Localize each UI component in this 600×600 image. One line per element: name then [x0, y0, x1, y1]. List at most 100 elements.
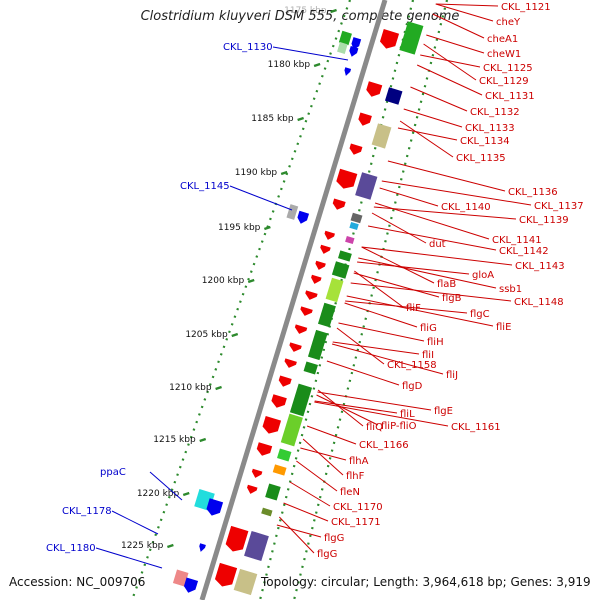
gene-block-shape: [261, 507, 273, 517]
right-leader-line: [314, 401, 449, 427]
right-leader-line: [426, 34, 485, 54]
ruler-label: 1185 kbp: [251, 114, 294, 124]
gene-colored: [338, 250, 352, 262]
left-gene-label: ppaC: [100, 467, 126, 478]
gene-colored: [277, 448, 292, 462]
right-gene-label: CKL_1133: [465, 123, 515, 134]
gene-arrow-shape: [256, 442, 273, 456]
gene-block-shape: [345, 235, 355, 245]
gene-block-shape: [337, 42, 348, 54]
gene-arrow-shape: [247, 484, 258, 494]
right-leader-line: [350, 282, 512, 302]
gene-red: [289, 342, 302, 352]
gene-red: [225, 525, 249, 552]
gene-red: [284, 358, 297, 368]
left-leader-line: [111, 510, 159, 535]
right-gene-label: flhA: [349, 456, 369, 467]
gene-block-shape: [331, 261, 350, 279]
gene-block-shape: [277, 448, 292, 462]
ruler-major-tick: [297, 116, 305, 122]
gene-left-arrow: [206, 498, 224, 516]
gene-colored: [355, 172, 378, 200]
gene-arrow-shape: [300, 306, 313, 316]
gene-left-block: [337, 42, 348, 54]
right-leader-line: [403, 108, 463, 128]
gene-colored: [289, 383, 313, 417]
right-leader-line: [316, 394, 379, 426]
gene-left-arrow: [183, 577, 199, 593]
right-gene-label: CKL_1166: [359, 440, 409, 451]
gene-arrow-shape: [351, 37, 362, 50]
gene-red: [332, 198, 346, 210]
left-leader-line: [272, 46, 349, 61]
right-gene-label: CKL_1125: [483, 63, 533, 74]
gene-block-shape: [371, 123, 392, 149]
right-leader-line: [332, 341, 420, 355]
right-gene-label: fliQ: [366, 422, 383, 433]
gene-red: [256, 442, 273, 456]
gene-red: [278, 375, 292, 387]
ruler-label: 1180 kbp: [268, 60, 311, 70]
right-leader-line: [361, 246, 435, 284]
gene-block-shape: [272, 464, 287, 476]
gene-arrow-shape: [294, 324, 308, 334]
ruler-label: 1220 kbp: [137, 489, 180, 499]
gene-block-shape: [317, 302, 336, 328]
gene-arrow-shape: [320, 244, 331, 254]
right-gene-label: fliF: [406, 303, 421, 314]
left-leader-line: [95, 547, 163, 569]
ruler-label: 1195 kbp: [218, 223, 261, 233]
gene-red: [262, 416, 282, 434]
gene-block-shape: [307, 329, 328, 361]
gene-colored: [280, 413, 303, 447]
gene-red: [305, 290, 318, 300]
gene-arrow-shape: [262, 416, 282, 434]
right-gene-label: CKL_1171: [331, 517, 381, 528]
right-leader-line: [410, 86, 468, 112]
gene-block-shape: [233, 568, 258, 596]
accession-text: Accession: NC_009706: [9, 575, 146, 589]
gene-red: [320, 244, 331, 254]
right-leader-line: [379, 187, 439, 207]
right-leader-line: [358, 257, 497, 289]
gene-red: [271, 394, 287, 408]
gene-arrow-shape: [311, 274, 322, 284]
gene-left-block: [338, 30, 352, 46]
right-gene-label: flgB: [442, 293, 462, 304]
gene-arrow-shape: [349, 143, 363, 155]
gene-left-arrow: [349, 46, 359, 57]
gene-colored: [272, 464, 287, 476]
right-leader-line: [353, 272, 440, 298]
gene-arrow-shape: [315, 260, 326, 270]
ruler-major-tick: [313, 62, 321, 68]
gene-arrow-shape: [332, 198, 346, 210]
gene-colored: [371, 123, 392, 149]
gene-red: [349, 143, 363, 155]
gene-block-shape: [286, 204, 299, 220]
right-leader-line: [423, 43, 477, 81]
right-gene-label: CKL_1161: [451, 422, 501, 433]
ruler-major-tick: [263, 225, 271, 231]
gene-colored: [233, 568, 258, 596]
right-leader-line: [357, 261, 470, 275]
gene-left-arrow: [344, 67, 352, 76]
right-gene-label: CKL_1137: [534, 201, 584, 212]
gene-colored: [331, 261, 350, 279]
gene-red: [247, 484, 258, 494]
ruler-major-tick: [231, 332, 239, 338]
right-gene-label: CKL_1141: [492, 235, 542, 246]
gene-arrow-shape: [278, 375, 292, 387]
gene-colored: [399, 21, 424, 55]
right-gene-label: CKL_1134: [460, 136, 510, 147]
gene-colored: [307, 329, 328, 361]
gene-colored: [265, 483, 281, 501]
right-leader-line: [314, 400, 398, 414]
gene-arrow-shape: [284, 358, 297, 368]
gene-red: [379, 29, 400, 49]
gene-block-shape: [350, 212, 363, 224]
gene-block-shape: [172, 569, 189, 587]
right-gene-label: fliI: [422, 350, 434, 361]
gene-left-block: [172, 569, 189, 587]
right-gene-label: flgG: [324, 533, 344, 544]
